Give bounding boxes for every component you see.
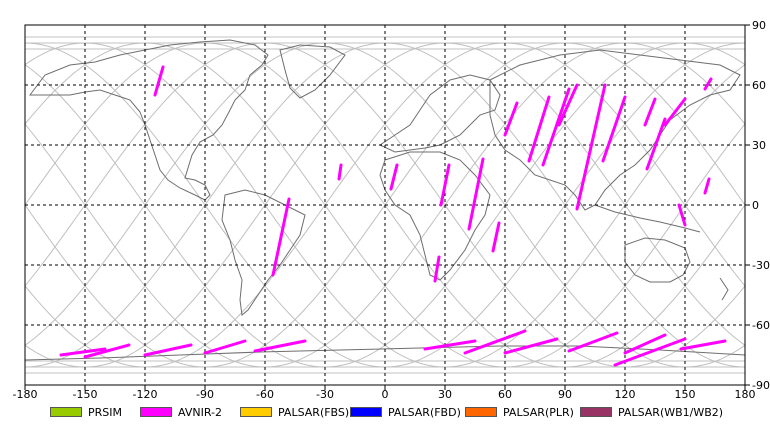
avnir2-strip xyxy=(623,333,667,355)
y-tick-label: 60 xyxy=(752,79,766,92)
x-tick-label: -90 xyxy=(196,388,214,400)
avnir2-strip xyxy=(337,163,343,181)
x-tick-label: -120 xyxy=(133,388,158,400)
avnir2-strip xyxy=(467,157,485,231)
legend-item-palsar-wb: PALSAR(WB1/WB2) xyxy=(580,402,723,422)
avnir2-strip xyxy=(423,339,477,351)
legend-label: PALSAR(WB1/WB2) xyxy=(618,405,724,419)
x-tick-label: 30 xyxy=(438,388,452,400)
avnir2-strip xyxy=(203,339,247,355)
avnir2-strip xyxy=(83,343,131,359)
legend-label: AVNIR-2 xyxy=(178,405,222,419)
avnir2-strip xyxy=(463,329,527,355)
legend-item-prsim: PRSIM xyxy=(50,402,122,422)
avnir2-strip xyxy=(677,203,687,227)
legend-item-avnir2: AVNIR-2 xyxy=(140,402,222,422)
avnir2-strip xyxy=(253,339,307,353)
avnir2-strip xyxy=(527,95,551,163)
legend-item-palsar-fbd: PALSAR(FBD) xyxy=(350,402,461,422)
legend-item-palsar-fbs: PALSAR(FBS) xyxy=(240,402,349,422)
legend-swatch xyxy=(465,407,497,417)
avnir2-strip xyxy=(439,163,451,207)
legend-label: PALSAR(FBS) xyxy=(278,405,350,419)
avnir2-strip xyxy=(645,117,667,171)
legend-label: PRSIM xyxy=(88,405,122,419)
y-tick-label: -60 xyxy=(752,319,770,332)
avnir2-strip xyxy=(143,343,193,357)
tick-marks xyxy=(24,24,750,390)
avnir2-strip xyxy=(663,97,687,127)
y-tick-label: 0 xyxy=(752,199,759,212)
coverage-map: -180 -150 -120 -90 -60 -30 0 30 60 90 12… xyxy=(13,19,770,400)
x-tick-label: -60 xyxy=(256,388,274,400)
x-tick-label: 120 xyxy=(615,388,636,400)
x-tick-label: -180 xyxy=(13,388,38,400)
y-tick-label: 30 xyxy=(752,139,766,152)
legend-swatch xyxy=(140,407,172,417)
avnir2-strip xyxy=(703,177,711,195)
legend-swatch xyxy=(580,407,612,417)
x-tick-label: 60 xyxy=(498,388,512,400)
x-tick-label: -150 xyxy=(73,388,98,400)
avnir2-strip xyxy=(601,95,627,163)
legend: PRSIM AVNIR-2 PALSAR(FBS) PALSAR(FBD) PA… xyxy=(0,402,770,422)
legend-item-palsar-plr: PALSAR(PLR) xyxy=(465,402,574,422)
y-tick-label: -30 xyxy=(752,259,770,272)
legend-swatch xyxy=(350,407,382,417)
x-tick-label: 90 xyxy=(558,388,572,400)
x-tick-label: 0 xyxy=(382,388,389,400)
graticule xyxy=(25,25,745,385)
legend-swatch xyxy=(50,407,82,417)
y-tick-label: 90 xyxy=(752,19,766,32)
avnir2-strip xyxy=(575,83,607,211)
avnir2-strip xyxy=(271,197,291,277)
acquisition-strips xyxy=(59,65,727,367)
avnir2-strip xyxy=(153,65,165,97)
legend-label: PALSAR(FBD) xyxy=(388,405,461,419)
avnir2-strip xyxy=(679,339,727,351)
avnir2-strip xyxy=(503,101,519,137)
avnir2-strip xyxy=(503,337,559,355)
y-tick-label: -90 xyxy=(752,379,770,392)
avnir2-strip xyxy=(643,97,657,127)
legend-swatch xyxy=(240,407,272,417)
coastlines xyxy=(24,39,746,361)
avnir2-strip xyxy=(541,87,571,167)
avnir2-strip xyxy=(567,331,619,353)
x-tick-label: -30 xyxy=(316,388,334,400)
avnir2-strip xyxy=(491,221,501,253)
avnir2-strip xyxy=(433,255,441,283)
x-tick-label: 150 xyxy=(675,388,696,400)
avnir2-strip xyxy=(557,83,579,127)
avnir2-strip xyxy=(59,347,107,357)
x-tick-label: 180 xyxy=(735,388,756,400)
avnir2-strip xyxy=(703,77,713,91)
avnir2-strip xyxy=(613,337,687,367)
avnir2-strip xyxy=(389,163,399,191)
legend-label: PALSAR(PLR) xyxy=(503,405,574,419)
